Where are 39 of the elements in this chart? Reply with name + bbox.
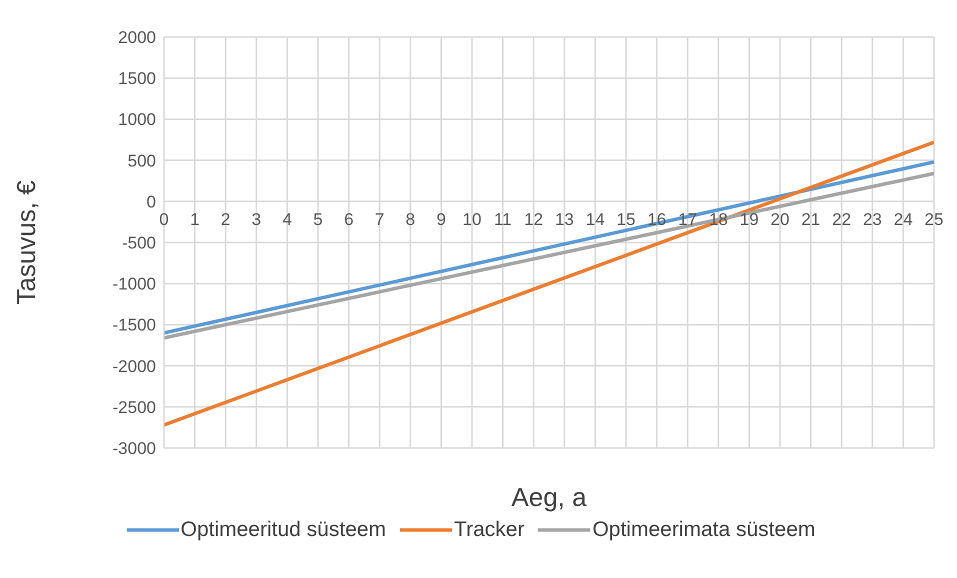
x-tick-label: 12 bbox=[524, 210, 544, 230]
y-tick-label: -500 bbox=[122, 234, 156, 253]
y-tick-label: 1000 bbox=[118, 110, 156, 130]
y-tick-label: 500 bbox=[128, 151, 156, 170]
x-axis-title: Aeg, a bbox=[511, 482, 588, 512]
x-tick-label: 5 bbox=[313, 210, 323, 230]
x-tick-label: 19 bbox=[740, 210, 759, 230]
x-tick-label: 2 bbox=[220, 210, 230, 230]
y-tick-label: -3000 bbox=[112, 439, 156, 458]
x-tick-label: 25 bbox=[924, 210, 944, 230]
y-tick-label: 1500 bbox=[118, 69, 156, 88]
x-tick-label: 1 bbox=[190, 210, 200, 230]
y-tick-label: -1500 bbox=[112, 316, 156, 335]
x-tick-label: 4 bbox=[282, 210, 292, 230]
x-tick-label: 20 bbox=[770, 210, 790, 230]
x-tick-label: 6 bbox=[344, 210, 354, 230]
x-tick-label: 22 bbox=[832, 210, 852, 230]
y-tick-label: -2000 bbox=[112, 356, 156, 376]
x-tick-label: 3 bbox=[252, 210, 262, 230]
x-tick-label: 24 bbox=[894, 210, 913, 230]
legend-label: Optimeerimata süsteem bbox=[591, 518, 816, 542]
x-tick-label: 7 bbox=[374, 210, 384, 230]
legend-label: Optimeeritud süsteem bbox=[180, 518, 386, 542]
y-tick-label: -2500 bbox=[112, 398, 156, 417]
y-tick-label: 2000 bbox=[118, 28, 156, 48]
x-tick-label: 13 bbox=[554, 210, 574, 230]
y-tick-label: 0 bbox=[146, 192, 156, 212]
x-tick-label: 10 bbox=[462, 210, 482, 230]
y-axis-title: Tasuvus, € bbox=[11, 180, 42, 305]
y-tick-label: -1000 bbox=[112, 274, 156, 294]
x-tick-label: 8 bbox=[406, 210, 416, 230]
x-tick-label: 0 bbox=[159, 210, 169, 230]
x-tick-label: 9 bbox=[436, 210, 446, 230]
x-tick-label: 14 bbox=[586, 210, 605, 230]
x-tick-label: 23 bbox=[862, 210, 882, 230]
x-tick-label: 15 bbox=[616, 210, 636, 230]
legend-label: Tracker bbox=[453, 518, 524, 542]
x-tick-label: 21 bbox=[801, 210, 820, 230]
x-tick-label: 11 bbox=[494, 210, 512, 230]
